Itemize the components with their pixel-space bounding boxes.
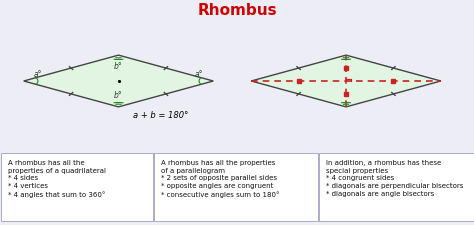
Text: b°: b°: [114, 91, 123, 100]
Text: a°: a°: [34, 70, 43, 79]
Text: a°: a°: [194, 70, 203, 79]
Text: b°: b°: [114, 62, 123, 71]
FancyBboxPatch shape: [1, 153, 153, 221]
Text: A rhombus has all the
properties of a quadrilateral
* 4 sides
* 4 vertices
* 4 a: A rhombus has all the properties of a qu…: [8, 160, 106, 198]
Text: Rhombus: Rhombus: [197, 3, 277, 18]
Text: In addition, a rhombus has these
special properties
* 4 congruent sides
* diagon: In addition, a rhombus has these special…: [326, 160, 464, 197]
FancyBboxPatch shape: [154, 153, 318, 221]
Text: A rhombus has all the properties
of a parallelogram
* 2 sets of opposite paralle: A rhombus has all the properties of a pa…: [161, 160, 280, 198]
Polygon shape: [251, 55, 441, 107]
Text: a + b = 180°: a + b = 180°: [134, 111, 189, 120]
FancyBboxPatch shape: [319, 153, 474, 221]
Polygon shape: [24, 55, 213, 107]
